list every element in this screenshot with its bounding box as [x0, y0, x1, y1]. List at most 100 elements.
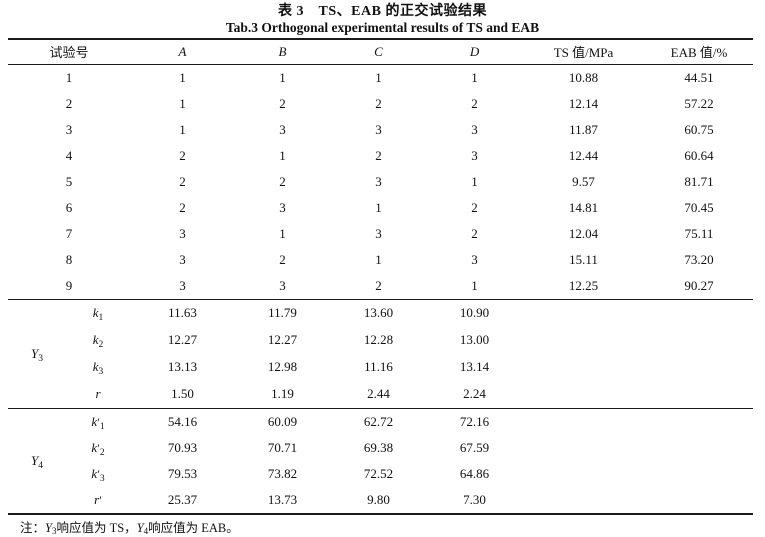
- footnote-text1: 响应值为 TS，: [56, 520, 137, 535]
- cell-c: 3: [375, 225, 382, 241]
- cell-trial: 6: [65, 199, 73, 215]
- cell-eab: 70.45: [684, 199, 714, 215]
- cell-empty: [522, 435, 645, 461]
- cell-stat-label: r: [95, 386, 101, 401]
- cell-c: 2.44: [367, 386, 390, 401]
- cell-d: 72.16: [459, 413, 490, 429]
- cell-a: 12.27: [167, 332, 198, 347]
- cell-d: 7.30: [463, 491, 486, 507]
- cell-empty: [522, 327, 645, 354]
- stat-row: Y4 k′1 54.16 60.09 62.72 72.16: [8, 408, 753, 471]
- cell-d: 13.14: [459, 359, 490, 374]
- stat-row: k′3 79.53 73.82 72.52 64.86: [8, 461, 753, 487]
- cell-b: 3: [279, 199, 286, 215]
- cell-d: 67.59: [459, 439, 490, 455]
- footnote-text2: 响应值为 EAB。: [148, 520, 239, 535]
- cell-d: 13.00: [459, 332, 490, 347]
- cell-b: 11.79: [268, 305, 297, 320]
- cell-b: 12.27: [267, 332, 298, 347]
- cell-stat-label: k′1: [91, 413, 105, 432]
- cell-c: 2: [375, 147, 382, 163]
- cell-stat-label: r′: [94, 491, 102, 507]
- cell-d: 3: [471, 121, 478, 137]
- cell-d: 1: [471, 277, 478, 293]
- cell-ts: 12.25: [568, 277, 599, 293]
- header-row: 试验号 A B C D TS 值/MPa EAB 值/%: [8, 39, 754, 64]
- section-y3: Y3 k1 11.63 11.79 13.60 10.90 k2 12.27 1…: [8, 299, 754, 409]
- footnote-y4-sub: 4: [143, 525, 149, 536]
- cell-a: 3: [179, 251, 186, 267]
- cell-stat-label: k′3: [91, 465, 105, 484]
- footnote-y4: Y: [136, 520, 144, 535]
- cell-d: 10.90: [459, 305, 490, 320]
- cell-empty: [522, 354, 645, 381]
- stat-row: k2 12.27 12.27 12.28 13.00: [8, 327, 753, 354]
- cell-c: 62.72: [363, 413, 394, 429]
- cell-empty: [522, 408, 645, 435]
- cell-empty: [645, 461, 753, 487]
- cell-d: 3: [471, 147, 478, 163]
- table-title-en: Tab.3 Orthogonal experimental results of…: [225, 20, 540, 35]
- cell-eab: 90.27: [684, 277, 714, 293]
- cell-a: 79.53: [167, 465, 198, 481]
- cell-b: 13.73: [267, 491, 298, 507]
- table-header: 试验号 A B C D TS 值/MPa EAB 值/%: [8, 39, 754, 64]
- cell-empty: [645, 435, 753, 461]
- cell-b: 60.09: [267, 413, 298, 429]
- cell-trial: 1: [65, 69, 73, 85]
- cell-c: 3: [375, 121, 382, 137]
- cell-stat-label: k3: [92, 359, 104, 377]
- cell-a: 54.16: [167, 413, 198, 429]
- cell-eab: 57.22: [684, 95, 714, 111]
- cell-empty: [645, 299, 753, 327]
- cell-trial: 9: [65, 277, 73, 293]
- cell-stat-label: k1: [92, 305, 104, 323]
- cell-ts: 12.44: [568, 147, 599, 163]
- cell-a: 1: [179, 69, 186, 85]
- cell-ts: 12.04: [568, 225, 599, 241]
- cell-b: 73.82: [267, 465, 298, 481]
- cell-b: 70.71: [267, 439, 298, 455]
- table-row: 4 2 1 2 3 12.44 60.64: [8, 143, 753, 169]
- footnote: 注：Y3响应值为 TS，Y4响应值为 EAB。: [20, 519, 765, 537]
- cell-d: 2: [471, 95, 478, 111]
- cell-empty: [645, 327, 753, 354]
- cell-d: 2: [471, 199, 478, 215]
- table-row: 3 1 3 3 3 11.87 60.75: [8, 117, 753, 143]
- orthogonal-results-table: 试验号 A B C D TS 值/MPa EAB 值/% 1 1 1 1 1 1…: [8, 38, 754, 515]
- footnote-y3: Y: [45, 520, 52, 535]
- cell-a: 2: [179, 173, 186, 189]
- cell-b: 2: [279, 173, 286, 189]
- title-block: 表 3 TS、EAB 的正交试验结果 Tab.3 Orthogonal expe…: [0, 0, 765, 36]
- cell-ts: 15.11: [569, 251, 598, 267]
- cell-empty: [645, 408, 753, 435]
- cell-c: 1: [375, 251, 382, 267]
- cell-b: 1: [279, 69, 286, 85]
- stat-row: r 1.50 1.19 2.44 2.24: [8, 381, 753, 409]
- cell-b: 3: [279, 277, 286, 293]
- cell-b: 1.19: [271, 386, 294, 401]
- cell-b: 12.98: [267, 359, 298, 374]
- header-factor-d: D: [469, 43, 480, 59]
- cell-d: 1: [471, 173, 478, 189]
- table-row: 2 1 2 2 2 12.14 57.22: [8, 91, 753, 117]
- cell-trial: 5: [65, 173, 73, 189]
- table-row: 8 3 2 1 3 15.11 73.20: [8, 247, 753, 273]
- stat-row: k′2 70.93 70.71 69.38 67.59: [8, 435, 753, 461]
- cell-c: 9.80: [367, 491, 390, 507]
- cell-empty: [522, 461, 645, 487]
- header-factor-a: A: [178, 43, 187, 59]
- cell-eab: 75.11: [684, 225, 714, 241]
- cell-a: 25.37: [167, 491, 198, 507]
- cell-a: 1.50: [171, 386, 194, 401]
- cell-empty: [522, 299, 645, 327]
- header-ts: TS 值/MPa: [553, 45, 614, 61]
- cell-ts: 12.14: [568, 95, 599, 111]
- cell-a: 13.13: [167, 359, 198, 374]
- cell-trial: 7: [65, 225, 73, 241]
- footnote-y3-sub: 3: [51, 525, 57, 536]
- cell-trial: 2: [65, 95, 73, 111]
- cell-empty: [645, 354, 753, 381]
- table-row: 6 2 3 1 2 14.81 70.45: [8, 195, 753, 221]
- stat-row: k3 13.13 12.98 11.16 13.14: [8, 354, 753, 381]
